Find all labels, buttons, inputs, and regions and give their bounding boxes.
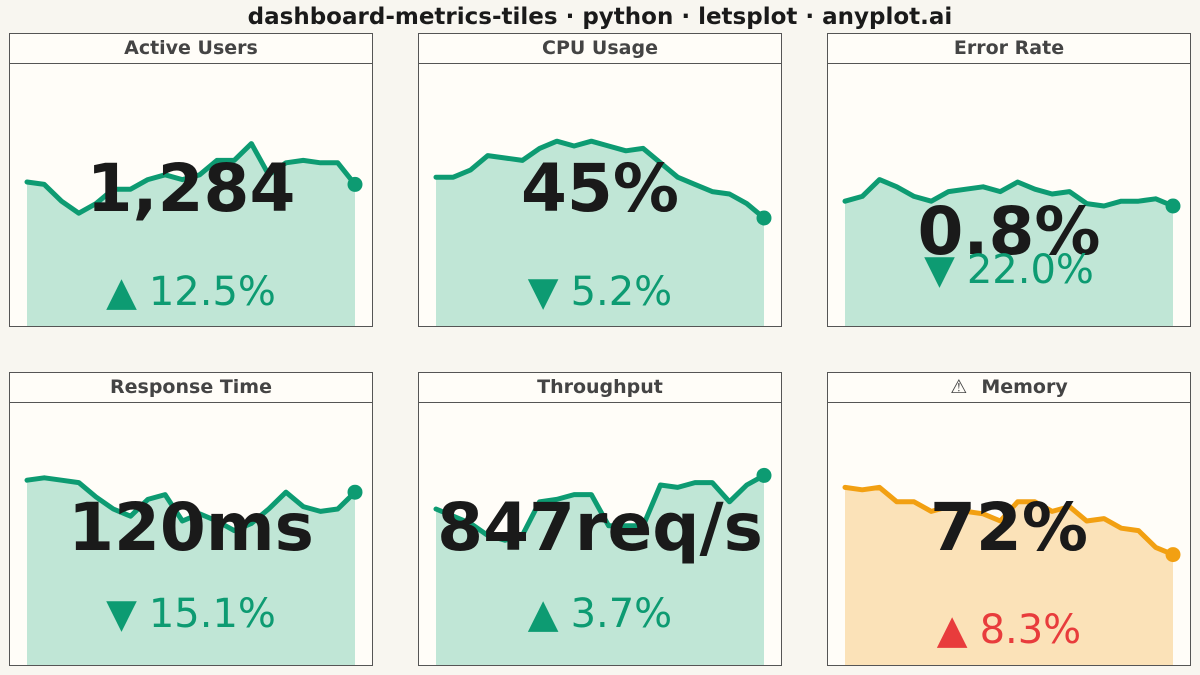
metric-value: 72% (930, 489, 1088, 566)
tile-title-text: Response Time (110, 376, 272, 398)
sparkline-line (842, 484, 1176, 558)
sparkline-endpoint (1165, 198, 1181, 214)
sparkline-area (27, 143, 355, 326)
sparkline-line (842, 177, 1176, 209)
arrow-down-icon: ▼ (924, 247, 955, 293)
sparkline-chart (842, 177, 1181, 326)
sparkline-chart (24, 475, 363, 665)
sparkline-endpoint (756, 210, 772, 226)
metric-tile: ⚠ Memory 72% ▲ 8.3% (827, 372, 1191, 668)
tile-title: Throughput (418, 372, 782, 403)
sparkline-chart (433, 467, 772, 665)
metric-value: 1,284 (86, 150, 296, 227)
sparkline-endpoint (347, 176, 363, 192)
metric-tile: Throughput 847req/s ▲ 3.7% (418, 372, 782, 668)
metric-tile: Active Users 1,284 ▲ 12.5% (9, 33, 373, 329)
metric-delta-text: 12.5% (148, 269, 276, 315)
metric-delta: ▲ 12.5% (10, 272, 372, 312)
tile-title-text: CPU Usage (542, 37, 658, 59)
sparkline-line (433, 472, 767, 543)
sparkline-panel: 45% ▼ 5.2% (418, 63, 782, 327)
arrow-up-icon: ▲ (936, 607, 968, 653)
sparkline-line (24, 141, 358, 216)
sparkline-panel: 120ms ▼ 15.1% (9, 402, 373, 666)
metric-delta-text: 15.1% (148, 591, 276, 637)
metric-delta-text: 3.7% (570, 591, 673, 637)
metric-tile: Response Time 120ms ▼ 15.1% (9, 372, 373, 668)
sparkline-panel: 72% ▲ 8.3% (827, 402, 1191, 666)
sparkline-endpoint (347, 484, 363, 500)
sparkline-area (27, 477, 355, 665)
tile-title-text: Memory (981, 376, 1068, 398)
arrow-down-icon: ▼ (106, 591, 137, 637)
sparkline-chart (433, 138, 772, 326)
sparkline-line (24, 475, 358, 534)
metric-delta-text: 5.2% (570, 269, 673, 315)
metric-value: 120ms (68, 489, 314, 566)
tile-title-text: Active Users (124, 37, 258, 59)
sparkline-area (845, 179, 1173, 326)
sparkline-chart (24, 141, 363, 326)
tile-title: ⚠ Memory (827, 372, 1191, 403)
metric-value: 45% (521, 150, 679, 227)
metric-delta: ▼ 22.0% (828, 250, 1190, 290)
sparkline-panel: 847req/s ▲ 3.7% (418, 402, 782, 666)
metric-delta-text: 22.0% (966, 247, 1094, 293)
tile-title: Active Users (9, 33, 373, 64)
sparkline-line (433, 138, 767, 221)
tile-title: Error Rate (827, 33, 1191, 64)
arrow-up-icon: ▲ (106, 269, 137, 315)
metric-tile: Error Rate 0.8% ▼ 22.0% (827, 33, 1191, 329)
metric-delta: ▲ 3.7% (419, 594, 781, 634)
page-title: dashboard-metrics-tiles · python · letsp… (247, 4, 953, 30)
metric-tile: CPU Usage 45% ▼ 5.2% (418, 33, 782, 329)
sparkline-endpoint (756, 467, 772, 483)
tile-title-text: Error Rate (953, 37, 1065, 59)
metric-delta: ▼ 5.2% (419, 272, 781, 312)
tile-title: Response Time (9, 372, 373, 403)
sparkline-area (436, 141, 764, 326)
sparkline-area (845, 487, 1173, 665)
tile-title-text: Throughput (537, 376, 663, 398)
sparkline-endpoint (1165, 547, 1181, 563)
metric-delta: ▼ 15.1% (10, 594, 372, 634)
metric-delta: ▲ 8.3% (828, 610, 1190, 650)
sparkline-panel: 0.8% ▼ 22.0% (827, 63, 1191, 327)
tile-title: CPU Usage (418, 33, 782, 64)
warning-icon: ⚠ (950, 376, 968, 398)
sparkline-area (436, 475, 764, 665)
sparkline-chart (842, 484, 1181, 665)
metric-delta-text: 8.3% (979, 607, 1082, 653)
metric-value: 0.8% (917, 193, 1101, 270)
arrow-up-icon: ▲ (527, 591, 559, 637)
metric-value: 847req/s (437, 489, 763, 566)
sparkline-panel: 1,284 ▲ 12.5% (9, 63, 373, 327)
arrow-down-icon: ▼ (527, 269, 559, 315)
